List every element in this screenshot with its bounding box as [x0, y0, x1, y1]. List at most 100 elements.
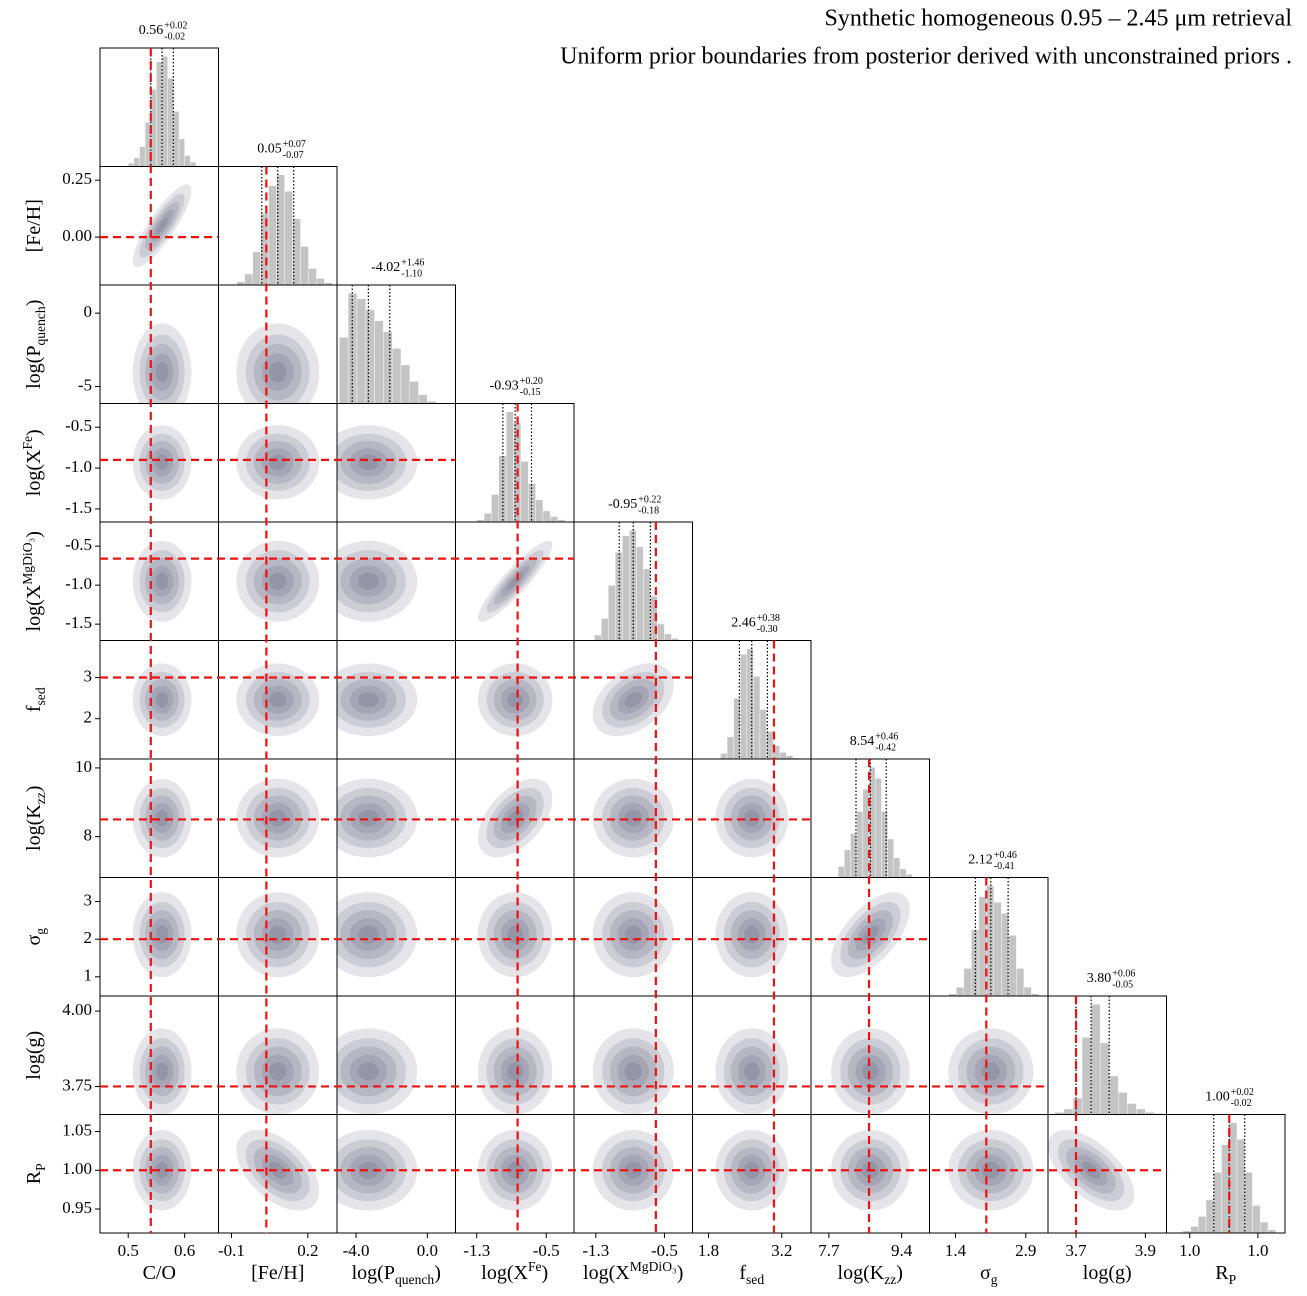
density-contour [500, 1054, 530, 1088]
hist-bar [986, 885, 995, 997]
hist-bar [1213, 1172, 1222, 1234]
diag-err-minus: -0.30 [757, 624, 778, 635]
axis-label-part: ) [23, 300, 45, 307]
axis-label-part: zz [884, 1272, 896, 1287]
density-contour [500, 1154, 530, 1186]
hist-bar [1023, 986, 1032, 997]
hist-bar [400, 364, 410, 404]
density-contour [617, 918, 649, 951]
axis-label-part: f [739, 1262, 746, 1284]
density-contour [358, 572, 379, 590]
density-contour [592, 1028, 674, 1115]
y-tick-label: -0.5 [65, 416, 92, 435]
axis-label-part: log(g) [1083, 1262, 1132, 1284]
density-contour [261, 353, 294, 391]
density-contour [486, 550, 544, 613]
density-contour [132, 1130, 192, 1211]
density [236, 892, 320, 978]
density-contour [155, 692, 169, 708]
axis-label-part: C/O [143, 1262, 176, 1284]
density-contour [337, 902, 406, 968]
diag-err-minus: -1.10 [401, 268, 422, 279]
density-contour [478, 540, 553, 622]
y-tick-label: -0.5 [65, 535, 92, 554]
diag-err-minus: -0.42 [875, 742, 896, 753]
density-contour [624, 809, 642, 827]
x-tick-label: -1.3 [463, 1241, 490, 1260]
density-contour [349, 803, 388, 834]
density-contour [486, 902, 544, 968]
hist-bar [156, 61, 163, 167]
density-contour [744, 1062, 760, 1081]
hist-bar [608, 585, 616, 641]
density-contour [337, 778, 418, 858]
axis-label-part: zz [33, 792, 48, 804]
axis-label-part: ) [896, 1262, 903, 1284]
density-contour [617, 1054, 649, 1088]
density [715, 778, 789, 858]
density-contour [340, 440, 397, 484]
density-contour [340, 910, 397, 960]
axis-label-part: log(K [838, 1262, 885, 1284]
density-contour [139, 193, 185, 258]
density [715, 1028, 789, 1115]
density-contour [245, 902, 310, 968]
axis-label-part: g [33, 928, 48, 935]
hist-bar [178, 138, 185, 167]
x-tick-label: 1.0 [1247, 1241, 1268, 1260]
density-contour [340, 1046, 397, 1097]
axis-label-part: sed [746, 1272, 764, 1287]
density-contour [269, 572, 287, 590]
hist-bar [1090, 1004, 1101, 1115]
density-contour [486, 671, 544, 728]
density-contour [145, 678, 179, 721]
density [831, 1028, 910, 1115]
density-contour [358, 454, 379, 471]
density [592, 663, 674, 737]
hist-bar [1252, 1205, 1261, 1234]
hist-bar [1244, 1172, 1253, 1234]
density-contour [744, 809, 760, 827]
density-contour [150, 1054, 174, 1088]
density-contour [145, 1147, 179, 1194]
axis-label: fsed [739, 1262, 764, 1287]
density-contour [245, 787, 310, 849]
density-contour [831, 892, 910, 978]
density-contour [723, 787, 780, 849]
hist-bar [893, 857, 901, 878]
hist-bar [1016, 968, 1025, 997]
density-contour [617, 803, 649, 834]
density [132, 663, 192, 737]
density-contour [155, 1161, 169, 1179]
density-contour [855, 918, 886, 951]
density-contour [602, 1038, 665, 1105]
y-tick-label: 1.05 [62, 1120, 92, 1139]
hist-bar [268, 185, 277, 286]
axis-label-part: quench [395, 1272, 434, 1287]
density-contour [337, 1139, 406, 1202]
density [236, 778, 320, 858]
density-contour [486, 787, 544, 849]
density-contour [981, 1062, 1000, 1081]
axis-label: σg [980, 1262, 998, 1287]
density-contour [715, 1028, 789, 1115]
axis-label: log(XFe) [481, 1259, 548, 1284]
density-contour [617, 685, 649, 714]
axis-label-part: log(X [583, 1262, 630, 1284]
diag-err-plus: +0.46 [875, 731, 898, 742]
density-contour [737, 918, 766, 951]
density [337, 778, 418, 858]
hist-bar [956, 986, 964, 997]
density-contour [150, 918, 174, 951]
density-contour [855, 1054, 886, 1088]
axis-label: log(Pquench) [23, 300, 48, 389]
density-contour [269, 809, 287, 827]
density-contour [847, 1046, 894, 1097]
density-contour [145, 910, 179, 960]
y-tick-label: 2 [84, 928, 93, 947]
density-contour [862, 925, 879, 944]
x-tick-label: 3.7 [1065, 1241, 1087, 1260]
density-contour [609, 910, 657, 960]
density-contour [349, 918, 388, 951]
